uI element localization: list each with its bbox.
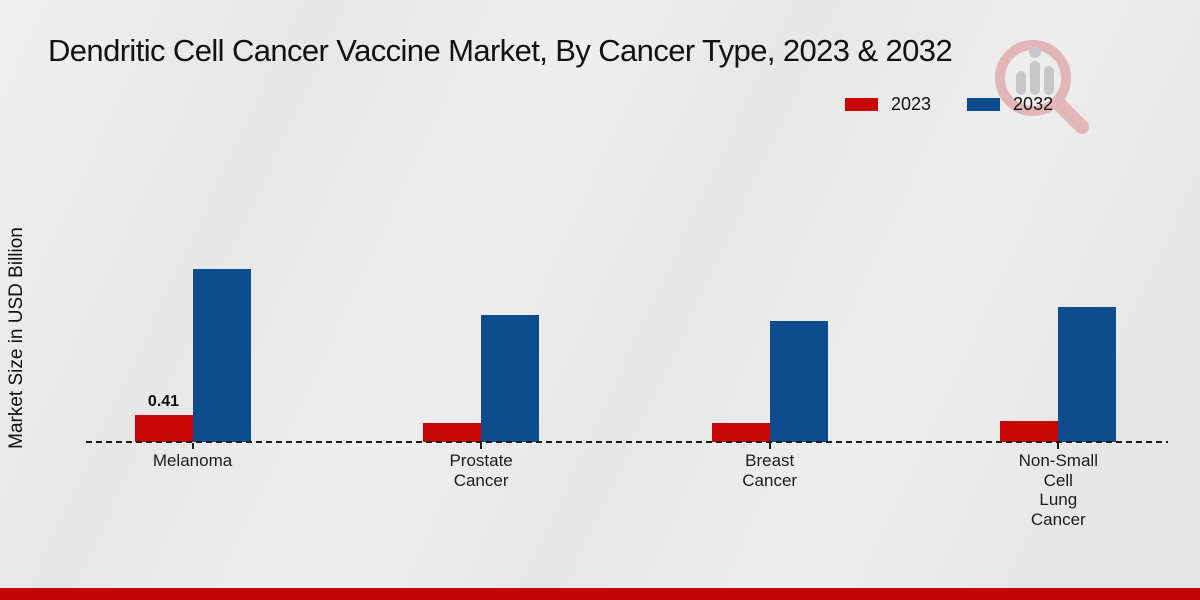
bar-2032-melanoma [192,269,251,442]
x-axis-tick [768,443,771,449]
bar-2023-breast-cancer [711,423,770,442]
legend-item-2023: 2023 [845,94,931,115]
bar-2032-non-small-cell-lung-cancer [1058,307,1117,442]
category-label-breast-cancer: Breast Cancer [742,451,798,490]
legend-swatch-2032 [967,97,1001,111]
chart-title: Dendritic Cell Cancer Vaccine Market, By… [48,33,953,68]
legend: 2023 2032 [845,93,1053,115]
bar-2023-prostate-cancer [423,423,482,442]
magnifier-bar-chart-logo-icon [995,40,1089,134]
category-label-prostate-cancer: Prostate Cancer [449,451,513,490]
x-axis-baseline [86,441,1168,443]
value-label-2023: 0.41 [147,393,180,410]
footer-accent-band [0,588,1200,600]
legend-item-2032: 2032 [967,94,1053,115]
legend-label-2032: 2032 [1013,93,1054,114]
x-axis-tick [480,443,483,449]
x-axis-tick [1057,443,1060,449]
bar-2032-prostate-cancer [481,315,540,442]
bar-2023-melanoma [134,415,193,442]
legend-swatch-2023 [845,97,878,111]
y-axis-label: Market Size in USD Billion [6,227,27,449]
x-axis-tick [191,443,194,449]
bar-2023-non-small-cell-lung-cancer [1000,421,1059,442]
bar-2032-breast-cancer [769,321,828,442]
category-label-non-small-cell-lung-cancer: Non-Small Cell Lung Cancer [1018,451,1098,529]
legend-label-2023: 2023 [891,93,932,114]
category-label-melanoma: Melanoma [152,451,233,470]
